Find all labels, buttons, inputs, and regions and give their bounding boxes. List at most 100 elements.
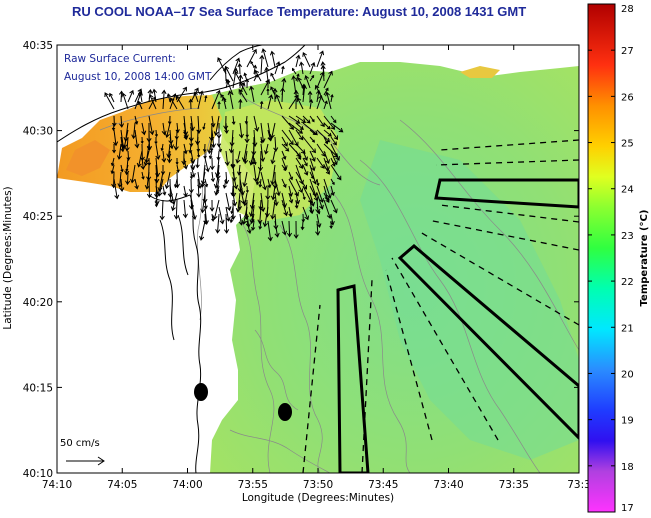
current-arrow bbox=[260, 171, 268, 191]
current-arrow bbox=[204, 178, 209, 188]
current-arrow bbox=[295, 115, 307, 123]
current-arrow bbox=[119, 178, 125, 193]
current-arrow bbox=[208, 150, 213, 160]
current-arrow bbox=[279, 87, 286, 103]
sampling-zones bbox=[336, 178, 579, 473]
y-tick-label: 40:35 bbox=[23, 40, 53, 52]
current-arrow bbox=[125, 171, 131, 186]
current-arrow bbox=[325, 91, 332, 110]
station-marker-2 bbox=[278, 403, 292, 421]
current-arrow bbox=[148, 93, 157, 110]
current-arrow bbox=[235, 192, 241, 213]
current-arrow bbox=[308, 98, 314, 110]
current-arrow bbox=[288, 171, 294, 181]
current-arrow bbox=[301, 84, 307, 103]
current-arrow bbox=[309, 164, 318, 185]
current-arrow bbox=[164, 171, 171, 190]
current-arrow bbox=[329, 220, 333, 230]
current-arrow bbox=[160, 143, 164, 152]
current-arrow bbox=[193, 91, 199, 103]
current-arrow bbox=[188, 178, 194, 194]
current-arrow bbox=[316, 178, 320, 187]
current-arrow bbox=[111, 122, 116, 132]
current-arrow bbox=[131, 122, 137, 140]
current-arrow bbox=[176, 164, 180, 174]
current-arrow bbox=[330, 199, 338, 214]
x-tick-label: 73:40 bbox=[433, 479, 463, 491]
current-arrow bbox=[309, 206, 313, 214]
current-arrow bbox=[281, 65, 285, 75]
current-arrow bbox=[323, 178, 332, 199]
current-arrow bbox=[323, 100, 328, 110]
current-arrow bbox=[136, 150, 143, 168]
colorbar bbox=[587, 3, 616, 513]
current-arrow bbox=[164, 122, 171, 139]
overlay-note-line1: Raw Surface Current: bbox=[64, 53, 176, 65]
current-arrow bbox=[269, 122, 276, 139]
current-arrow bbox=[161, 122, 167, 136]
current-arrow bbox=[295, 157, 304, 169]
colorbar-tick-label: 22 bbox=[621, 277, 634, 288]
colorbar-tick-label: 27 bbox=[621, 46, 634, 57]
current-arrow bbox=[259, 100, 264, 110]
colorbar-tick-label: 25 bbox=[621, 139, 634, 150]
scale-arrow bbox=[66, 456, 105, 466]
current-arrow bbox=[166, 93, 171, 103]
radial-dashed-lines bbox=[302, 139, 579, 473]
current-arrow bbox=[109, 92, 115, 103]
current-arrow bbox=[316, 192, 324, 210]
colorbar-tick-label: 19 bbox=[621, 416, 634, 427]
colorbar-tick-label: 23 bbox=[621, 231, 634, 242]
plot-area: Raw Surface Current: August 10, 2008 14:… bbox=[57, 45, 579, 473]
current-arrow bbox=[110, 164, 115, 175]
current-arrow bbox=[323, 87, 329, 96]
current-arrow bbox=[302, 192, 306, 200]
current-arrow bbox=[245, 185, 249, 194]
current-arrow bbox=[270, 199, 276, 220]
current-arrow bbox=[242, 171, 248, 188]
current-arrow bbox=[211, 89, 221, 110]
current-arrow bbox=[270, 150, 276, 165]
current-arrow bbox=[315, 220, 321, 236]
current-arrow bbox=[265, 185, 271, 201]
current-arrow bbox=[307, 90, 313, 103]
current-arrow bbox=[288, 206, 293, 218]
current-arrow bbox=[209, 199, 215, 212]
current-arrow bbox=[209, 157, 215, 171]
current-arrow bbox=[316, 50, 325, 68]
current-arrow bbox=[154, 164, 160, 184]
current-arrow bbox=[281, 178, 287, 188]
current-arrow bbox=[138, 91, 143, 103]
current-arrow bbox=[281, 164, 287, 172]
current-arrow bbox=[302, 136, 316, 154]
x-tick-label: 73:3 bbox=[567, 479, 591, 491]
current-arrow bbox=[270, 86, 276, 96]
current-arrow bbox=[216, 150, 221, 161]
current-arrow bbox=[228, 136, 235, 154]
current-arrow bbox=[293, 89, 299, 110]
current-arrow bbox=[229, 213, 234, 224]
x-tick-label: 73:45 bbox=[368, 479, 398, 491]
current-arrow bbox=[294, 199, 299, 209]
current-arrow bbox=[137, 100, 143, 110]
overlay-note-line2: August 10, 2008 14:00 GMT bbox=[64, 71, 212, 83]
current-arrow bbox=[264, 66, 270, 82]
current-arrow bbox=[281, 220, 287, 236]
current-arrow bbox=[323, 164, 330, 175]
current-arrow bbox=[323, 192, 330, 204]
current-arrow bbox=[238, 122, 244, 139]
current-arrow bbox=[210, 143, 214, 152]
current-arrow bbox=[295, 150, 302, 161]
current-arrow bbox=[309, 129, 316, 135]
current-arrow bbox=[295, 122, 304, 131]
current-arrow bbox=[309, 74, 315, 82]
x-tick-label: 73:35 bbox=[499, 479, 529, 491]
current-arrow bbox=[119, 115, 125, 128]
current-arrow bbox=[190, 164, 196, 178]
current-arrow bbox=[166, 150, 173, 164]
current-arrow bbox=[262, 206, 269, 228]
current-arrow bbox=[304, 75, 311, 89]
current-arrow bbox=[182, 199, 188, 219]
current-arrow bbox=[269, 50, 276, 68]
current-arrow bbox=[314, 84, 325, 103]
